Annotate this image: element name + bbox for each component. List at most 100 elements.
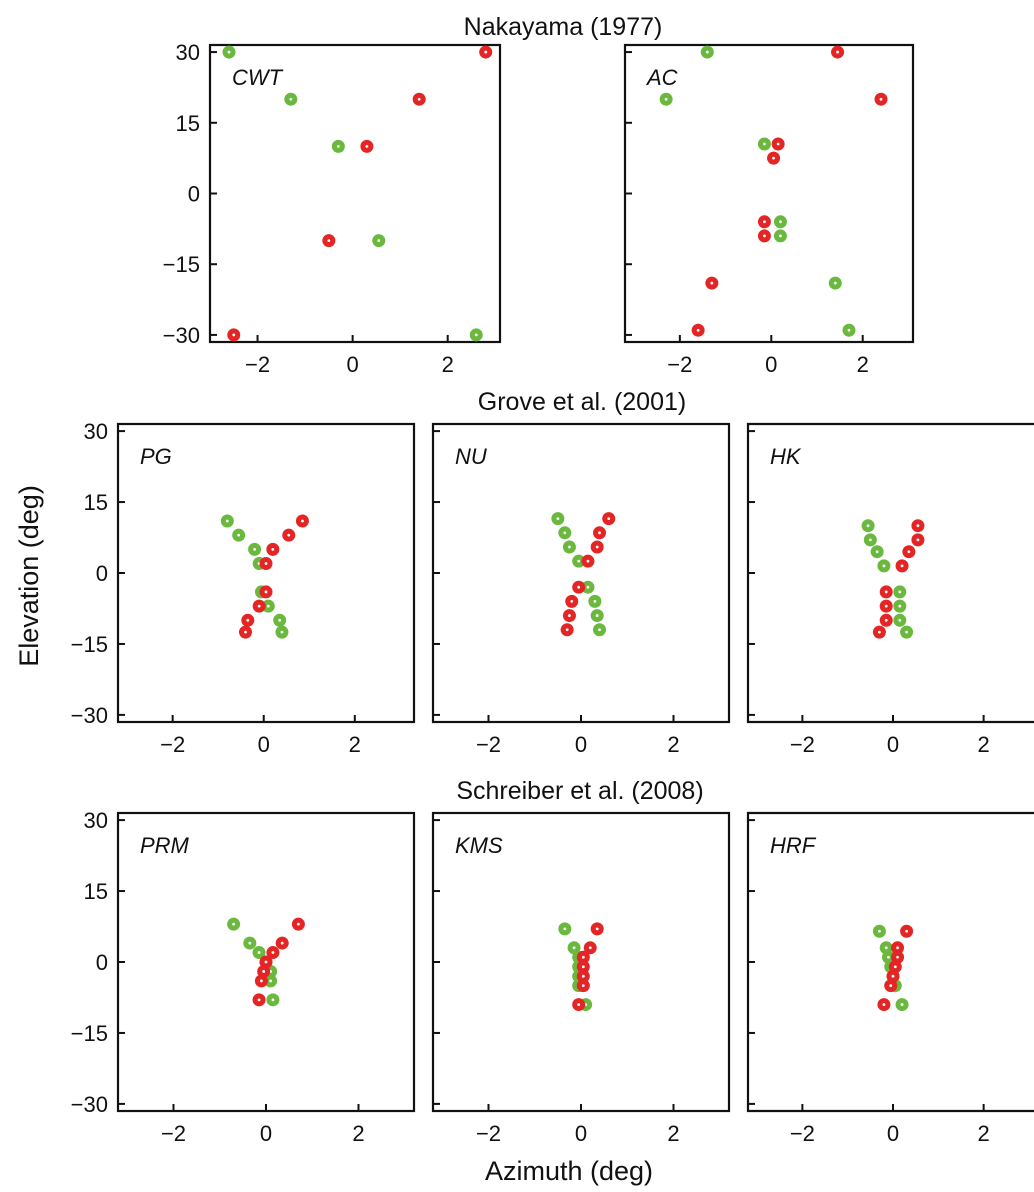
data-point-red — [239, 625, 253, 639]
data-point-red — [295, 514, 309, 528]
data-point-green — [572, 554, 586, 568]
data-point-green — [757, 137, 771, 151]
data-point-green — [227, 917, 241, 931]
data-point-red — [771, 137, 785, 151]
data-point-green — [900, 625, 914, 639]
y-tick-label: −15 — [71, 1021, 108, 1046]
y-tick-label: 15 — [84, 879, 108, 904]
data-point-red — [576, 960, 590, 974]
group-title-nakayama: Nakayama (1977) — [464, 13, 663, 41]
data-point-red — [872, 625, 886, 639]
x-tick-label: −2 — [667, 352, 692, 377]
data-point-red — [560, 623, 574, 637]
y-tick-label: 0 — [96, 950, 108, 975]
data-point-green — [243, 936, 257, 950]
data-point-red — [479, 45, 493, 59]
data-point-green — [588, 594, 602, 608]
data-point-green — [895, 998, 909, 1012]
data-point-red — [593, 526, 606, 540]
data-point-green — [861, 519, 875, 533]
data-point-red — [590, 922, 604, 936]
data-point-red — [266, 946, 280, 960]
data-point-red — [895, 559, 909, 573]
data-point-red — [705, 276, 719, 290]
y-tick-label: −30 — [163, 323, 200, 348]
data-point-red — [900, 924, 914, 938]
panel-label: HRF — [770, 833, 817, 858]
data-point-green — [558, 526, 572, 540]
y-tick-label: −30 — [71, 1092, 108, 1117]
data-point-green — [222, 45, 236, 59]
data-point-green — [252, 946, 266, 960]
x-tick-label: 0 — [346, 352, 358, 377]
panel-label: CWT — [232, 65, 284, 90]
data-point-red — [767, 151, 781, 165]
data-point-green — [469, 328, 483, 342]
data-point-green — [275, 625, 289, 639]
data-point-green — [828, 276, 842, 290]
y-tick-label: 15 — [176, 111, 200, 136]
data-point-green — [842, 323, 856, 337]
panel-label: PG — [140, 444, 172, 469]
data-point-green — [590, 609, 604, 623]
x-tick-label: 2 — [978, 1121, 990, 1146]
y-tick-label: 30 — [176, 40, 200, 65]
y-tick-label: −15 — [163, 252, 200, 277]
data-point-green — [877, 559, 891, 573]
data-point-red — [254, 974, 268, 988]
data-point-red — [877, 998, 891, 1012]
data-point-green — [893, 585, 907, 599]
x-axis-label: Azimuth (deg) — [485, 1156, 653, 1186]
panel-hk: −2 0 2 HK — [746, 422, 1034, 757]
data-point-green — [551, 512, 565, 526]
y-tick-label: 30 — [84, 808, 108, 833]
data-point-red — [282, 528, 296, 542]
data-point-red — [879, 599, 893, 613]
data-point-red — [757, 215, 771, 229]
x-tick-label: 0 — [258, 732, 270, 757]
panel-cwt: 30 15 0 −15 −30 −2 0 2 CWT — [163, 40, 502, 377]
data-point-red — [572, 580, 586, 594]
data-point-red — [602, 512, 616, 526]
data-point-green — [562, 540, 576, 554]
data-point-red — [879, 613, 893, 627]
data-point-green — [893, 613, 907, 627]
x-tick-label: 2 — [667, 732, 679, 757]
data-point-red — [572, 998, 586, 1012]
y-tick-label: 15 — [84, 490, 108, 515]
data-point-red — [576, 979, 590, 993]
data-point-green — [248, 542, 262, 556]
data-point-red — [891, 941, 905, 955]
data-point-green — [659, 92, 673, 106]
data-point-green — [558, 922, 572, 936]
x-tick-label: −2 — [476, 1121, 501, 1146]
y-tick-label: 0 — [188, 182, 200, 207]
data-point-red — [902, 545, 916, 559]
data-point-red — [266, 542, 280, 556]
panel-label: PRM — [140, 833, 190, 858]
data-point-red — [576, 969, 590, 983]
data-point-green — [700, 45, 714, 59]
x-tick-label: −2 — [161, 1121, 186, 1146]
data-point-green — [331, 139, 345, 153]
data-point-green — [284, 92, 298, 106]
data-point-green — [773, 229, 787, 243]
x-tick-label: 2 — [978, 732, 990, 757]
data-point-green — [581, 580, 595, 594]
x-tick-label: 2 — [857, 352, 869, 377]
data-point-green — [593, 623, 606, 637]
data-point-red — [252, 599, 266, 613]
x-tick-label: −2 — [476, 732, 501, 757]
data-point-green — [266, 993, 280, 1007]
data-point-red — [360, 139, 374, 153]
data-point-green — [863, 533, 877, 547]
panel-prm: 30 15 0 −15 −30 −2 0 2 PRM — [71, 808, 416, 1146]
data-point-red — [874, 92, 888, 106]
data-point-red — [757, 229, 771, 243]
y-tick-label: 0 — [96, 561, 108, 586]
x-tick-label: −2 — [245, 352, 270, 377]
group-title-schreiber: Schreiber et al. (2008) — [456, 777, 703, 805]
panel-pg: 30 15 0 −15 −30 −2 0 2 PG — [71, 419, 416, 757]
x-tick-label: 0 — [260, 1121, 272, 1146]
